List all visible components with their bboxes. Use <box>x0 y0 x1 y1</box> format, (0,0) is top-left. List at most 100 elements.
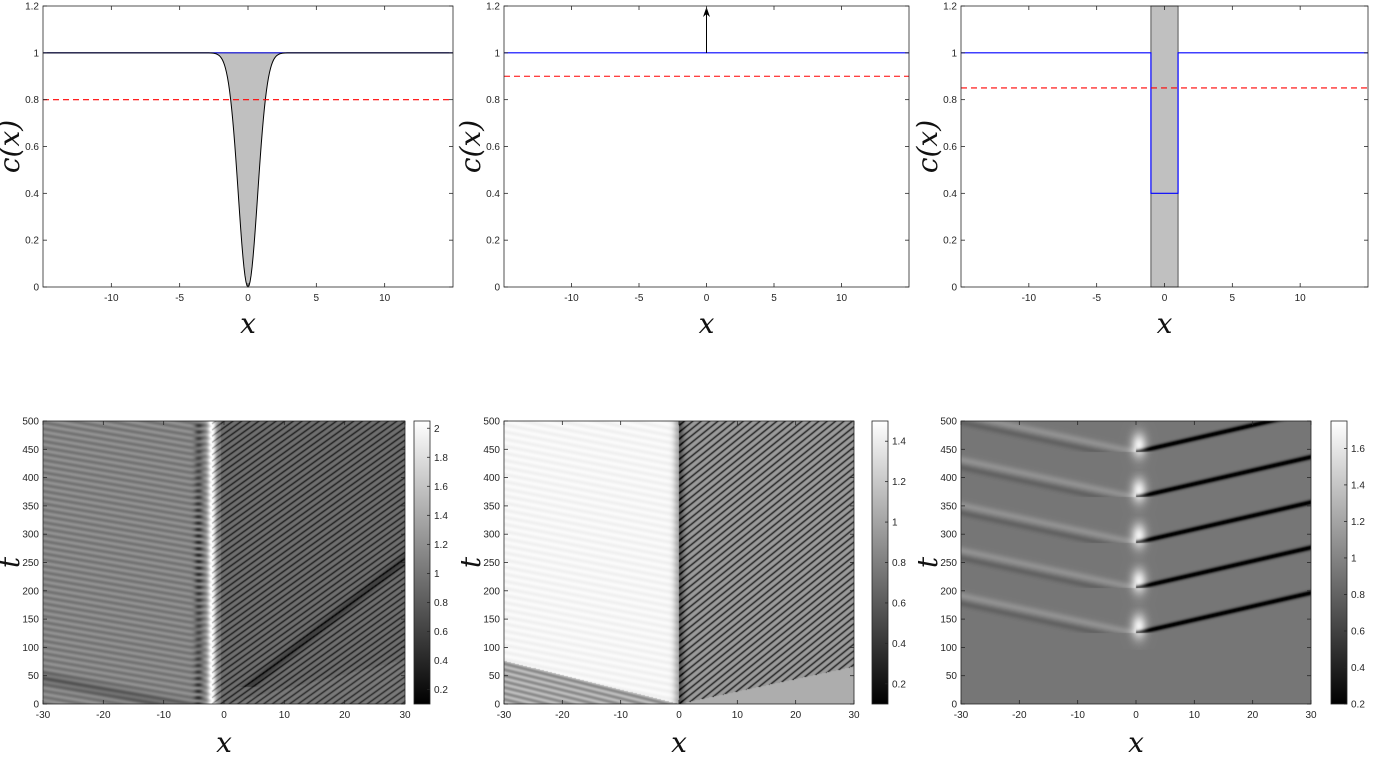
y-tick-label: 1 <box>494 48 500 59</box>
y-tick-label: 450 <box>940 445 957 456</box>
x-axis-label: x <box>699 307 715 340</box>
colorbar-tick-label: 0.6 <box>434 627 448 638</box>
x-tick-label: -30 <box>954 710 969 721</box>
y-tick-label: 0 <box>494 700 500 711</box>
x-axis-label: x <box>1157 307 1173 340</box>
colorbar-tick-label: 0.6 <box>1351 626 1365 637</box>
panel-bottom-right-heatmap: -30 -20 -10 0 10 20 30050100150200250300350400… <box>911 417 1365 760</box>
x-tick-label: 10 <box>1295 293 1307 304</box>
colorbar-tick-label: 1 <box>1351 553 1357 564</box>
colorbar-tick-label: 2 <box>434 424 440 435</box>
x-tick-label: -10 <box>1070 710 1085 721</box>
y-tick-label: 300 <box>940 530 957 541</box>
x-tick-label: 30 <box>1305 710 1317 721</box>
x-axis-label: x <box>1128 726 1144 759</box>
heatmap-image <box>504 421 854 704</box>
panel-top-left-potential: -10 -5 0 5 10 0 0.2 0.4 0.6 0.8 1 1.2 x c(x) <box>0 2 454 340</box>
y-tick-label: 0.8 <box>943 95 957 106</box>
y-tick-label: 0.4 <box>486 189 500 200</box>
x-tick-label: -30 <box>36 710 51 721</box>
x-tick-label: 10 <box>379 293 391 304</box>
colorbar-gradient <box>872 421 888 704</box>
y-tick-label: 100 <box>22 643 39 654</box>
y-tick-label: 0.4 <box>943 189 957 200</box>
y-tick-label: 1 <box>33 48 39 59</box>
y-tick-label: 0 <box>951 283 957 294</box>
colorbar-tick-label: 0.2 <box>892 679 906 690</box>
y-axis-label: t <box>0 556 26 568</box>
y-tick-label: 350 <box>940 501 957 512</box>
x-tick-label: 20 <box>1247 710 1259 721</box>
y-tick-label: 0.8 <box>25 95 39 106</box>
x-axis-label: x <box>671 726 687 759</box>
x-axis-label: x <box>240 307 256 340</box>
colorbar-tick-label: 1.6 <box>1351 444 1365 455</box>
y-tick-label: 0 <box>33 283 39 294</box>
colorbar-tick-label: 1.4 <box>434 511 448 522</box>
colorbar-tick-label: 0.2 <box>434 685 448 696</box>
x-tick-label: -20 <box>96 710 111 721</box>
x-tick-label: 0 <box>1162 293 1168 304</box>
dip-shaded-area <box>212 52 284 288</box>
x-tick-label: 30 <box>399 710 411 721</box>
colorbar-tick-label: 1.6 <box>434 482 448 493</box>
y-tick-label: 300 <box>483 530 500 541</box>
colorbar-tick-label: 0.4 <box>1351 663 1365 674</box>
colorbar-frame <box>413 420 431 705</box>
y-tick-label: 400 <box>940 473 957 484</box>
colorbar-gradient <box>414 421 430 704</box>
x-tick-label: -5 <box>635 293 644 304</box>
x-tick-label: 0 <box>676 710 682 721</box>
y-tick-label: 400 <box>483 473 500 484</box>
heatmap-image <box>961 421 1311 704</box>
y-axis-label: c(x) <box>911 120 944 173</box>
y-tick-label: 0 <box>951 700 957 711</box>
x-tick-label: 30 <box>848 710 860 721</box>
y-tick-label: 250 <box>22 558 39 569</box>
step-potential-line <box>961 52 1368 194</box>
colorbar-tick-label: 1.2 <box>1351 517 1365 528</box>
x-tick-label: -10 <box>156 710 171 721</box>
colorbar-tick-label: 0.8 <box>892 558 906 569</box>
x-tick-label: 5 <box>771 293 777 304</box>
y-tick-label: 100 <box>483 643 500 654</box>
x-tick-label: -5 <box>1092 293 1101 304</box>
colorbar-tick-label: 1 <box>434 569 440 580</box>
colorbar-tick-label: 0.8 <box>434 598 448 609</box>
x-tick-label: -10 <box>613 710 628 721</box>
y-tick-label: 100 <box>940 643 957 654</box>
x-axis-label: x <box>216 726 232 759</box>
y-tick-label: 150 <box>22 615 39 626</box>
y-axis-label: t <box>454 556 487 568</box>
panel-bottom-left-heatmap: -30 -20 -10 0 10 20 30050100150200250300350400… <box>0 417 448 760</box>
panel-top-right-potential: -10 -5 0 5 10 0 0.2 0.4 0.6 0.8 1 1.2 x c(x) <box>911 2 1369 340</box>
x-tick-label: 0 <box>1133 710 1139 721</box>
colorbar-tick-label: 1 <box>892 518 898 529</box>
y-tick-label: 0.8 <box>486 95 500 106</box>
y-tick-label: 50 <box>946 671 958 682</box>
x-tick-label: 5 <box>1230 293 1236 304</box>
x-tick-label: 20 <box>790 710 802 721</box>
heatmap-image <box>43 421 405 704</box>
y-tick-label: 1 <box>951 48 957 59</box>
x-tick-label: -30 <box>497 710 512 721</box>
panel-top-middle-potential: -10 -5 0 5 10 0 0.2 0.4 0.6 0.8 1 1.2 x c(x) <box>454 2 910 340</box>
delta-arrow-head <box>703 7 710 17</box>
x-tick-label: 0 <box>245 293 251 304</box>
y-tick-label: 150 <box>940 615 957 626</box>
y-tick-label: 350 <box>483 501 500 512</box>
y-axis-label: t <box>911 556 944 568</box>
y-tick-label: 0 <box>494 283 500 294</box>
x-tick-label: 10 <box>1189 710 1201 721</box>
y-tick-label: 400 <box>22 473 39 484</box>
colorbar-tick-label: 0.8 <box>1351 590 1365 601</box>
y-tick-label: 200 <box>22 586 39 597</box>
x-tick-label: -10 <box>104 293 119 304</box>
colorbar-tick-label: 0.2 <box>1351 700 1365 711</box>
y-tick-label: 1.2 <box>943 2 957 13</box>
y-axis-label: c(x) <box>454 120 487 173</box>
y-tick-label: 500 <box>940 417 957 428</box>
y-tick-label: 1.2 <box>25 2 39 13</box>
y-tick-label: 0.4 <box>25 189 39 200</box>
